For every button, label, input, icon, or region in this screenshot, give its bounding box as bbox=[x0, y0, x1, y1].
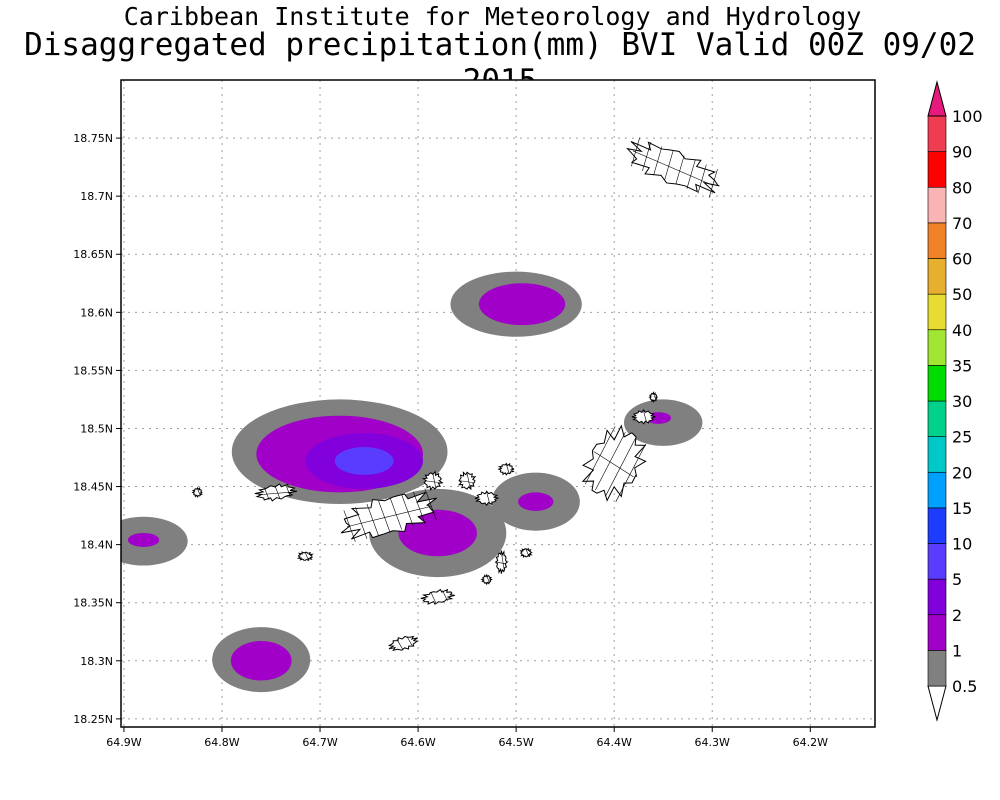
colorbar-label: 60 bbox=[952, 250, 972, 269]
colorbar-label: 15 bbox=[952, 499, 972, 518]
map-title-line2: Disaggregated precipitation(mm) BVI Vali… bbox=[24, 27, 976, 99]
island-eustatia bbox=[631, 409, 656, 425]
y-tick-label: 18.3N bbox=[80, 655, 113, 668]
colorbar-label: 50 bbox=[952, 285, 972, 304]
colorbar-label: 35 bbox=[952, 356, 972, 375]
colorbar-swatch bbox=[927, 578, 947, 616]
island-little-thatch bbox=[296, 551, 314, 562]
island-tortola bbox=[340, 488, 437, 542]
colorbar-swatch bbox=[927, 258, 947, 295]
x-tick-label: 64.7W bbox=[302, 736, 337, 749]
colorbar-swatch bbox=[927, 507, 947, 544]
y-tick-label: 18.35N bbox=[73, 597, 113, 610]
x-tick-label: 64.9W bbox=[106, 736, 141, 749]
colorbar-swatch bbox=[927, 115, 947, 152]
precip-cell-level-4 bbox=[334, 447, 394, 475]
y-tick-label: 18.25N bbox=[73, 713, 113, 726]
island-salt-island bbox=[480, 573, 493, 586]
colorbar-label: 30 bbox=[952, 392, 972, 411]
map-title-line1: Caribbean Institute for Meteorology and … bbox=[123, 2, 862, 31]
colorbar-swatch bbox=[927, 543, 947, 580]
colorbar-top-triangle bbox=[927, 80, 947, 117]
colorbar-swatch bbox=[927, 650, 947, 687]
colorbar-label: 40 bbox=[952, 321, 972, 340]
colorbar-label: 70 bbox=[952, 214, 972, 233]
island-anegada bbox=[626, 137, 720, 198]
colorbar-swatch bbox=[927, 614, 947, 651]
x-tick-label: 64.3W bbox=[695, 736, 730, 749]
x-tick-label: 64.6W bbox=[400, 736, 435, 749]
colorbar-bottom-triangle bbox=[927, 685, 947, 722]
island-jost-van-dyke bbox=[254, 483, 298, 502]
island-scrub-island bbox=[497, 462, 515, 476]
y-tick-label: 18.7N bbox=[80, 190, 113, 203]
y-tick-label: 18.5N bbox=[80, 422, 113, 435]
colorbar-label: 80 bbox=[952, 178, 972, 197]
y-tick-label: 18.45N bbox=[73, 481, 113, 494]
colorbar-swatch bbox=[927, 365, 947, 402]
colorbar-swatch bbox=[927, 436, 947, 473]
plot-area-background bbox=[121, 80, 875, 727]
colorbar-label: 0.5 bbox=[952, 677, 977, 696]
precip-cell-level-2 bbox=[478, 283, 566, 326]
colorbar-label: 2 bbox=[952, 606, 962, 625]
x-tick-label: 64.5W bbox=[498, 736, 533, 749]
plot-frame bbox=[120, 79, 876, 728]
colorbar-swatch bbox=[927, 186, 947, 224]
precip-cell-level-2 bbox=[518, 492, 554, 511]
island-cooper-island bbox=[494, 549, 509, 574]
colorbar-swatch bbox=[927, 151, 947, 188]
island-peter-island bbox=[420, 588, 455, 605]
colorbar-label: 10 bbox=[952, 535, 972, 554]
island-great-tobago bbox=[191, 486, 203, 499]
island-outlines bbox=[191, 137, 720, 652]
colorbar-label: 90 bbox=[952, 143, 972, 162]
precip-cell-level-2 bbox=[127, 533, 160, 547]
axis-ticks: 64.9W 64.8W 64.7W 64.6W 64.5W 64.4W 64.3W 64.2W… bbox=[73, 132, 828, 749]
grid-lines bbox=[121, 80, 875, 727]
y-tick-label: 18.4N bbox=[80, 539, 113, 552]
colorbar-label: 1 bbox=[952, 641, 962, 660]
colorbar-label: 100 bbox=[952, 107, 983, 126]
island-virgin-gorda bbox=[581, 424, 647, 502]
island-ginger-island bbox=[519, 547, 533, 558]
colorbar-label: 20 bbox=[952, 463, 972, 482]
island-norman-island bbox=[387, 635, 419, 652]
y-tick-label: 18.75N bbox=[73, 132, 113, 145]
island-necker-island bbox=[648, 391, 659, 404]
colorbar-swatch bbox=[927, 293, 947, 331]
y-tick-label: 18.6N bbox=[80, 306, 113, 319]
colorbar-swatch bbox=[927, 222, 947, 259]
colorbar-label: 5 bbox=[952, 570, 962, 589]
x-tick-label: 64.4W bbox=[597, 736, 632, 749]
island-guana-island bbox=[421, 470, 444, 491]
y-tick-label: 18.55N bbox=[73, 364, 113, 377]
x-tick-label: 64.2W bbox=[793, 736, 828, 749]
island-beef-island bbox=[474, 490, 499, 506]
colorbar-swatch bbox=[927, 329, 947, 366]
colorbar-swatch bbox=[927, 471, 947, 509]
colorbar-swatch bbox=[927, 400, 947, 437]
island-great-camanoe bbox=[458, 471, 477, 491]
colorbar-label: 25 bbox=[952, 428, 972, 447]
y-tick-label: 18.65N bbox=[73, 248, 113, 261]
precip-cell-level-2 bbox=[230, 641, 292, 681]
x-tick-label: 64.8W bbox=[204, 736, 239, 749]
